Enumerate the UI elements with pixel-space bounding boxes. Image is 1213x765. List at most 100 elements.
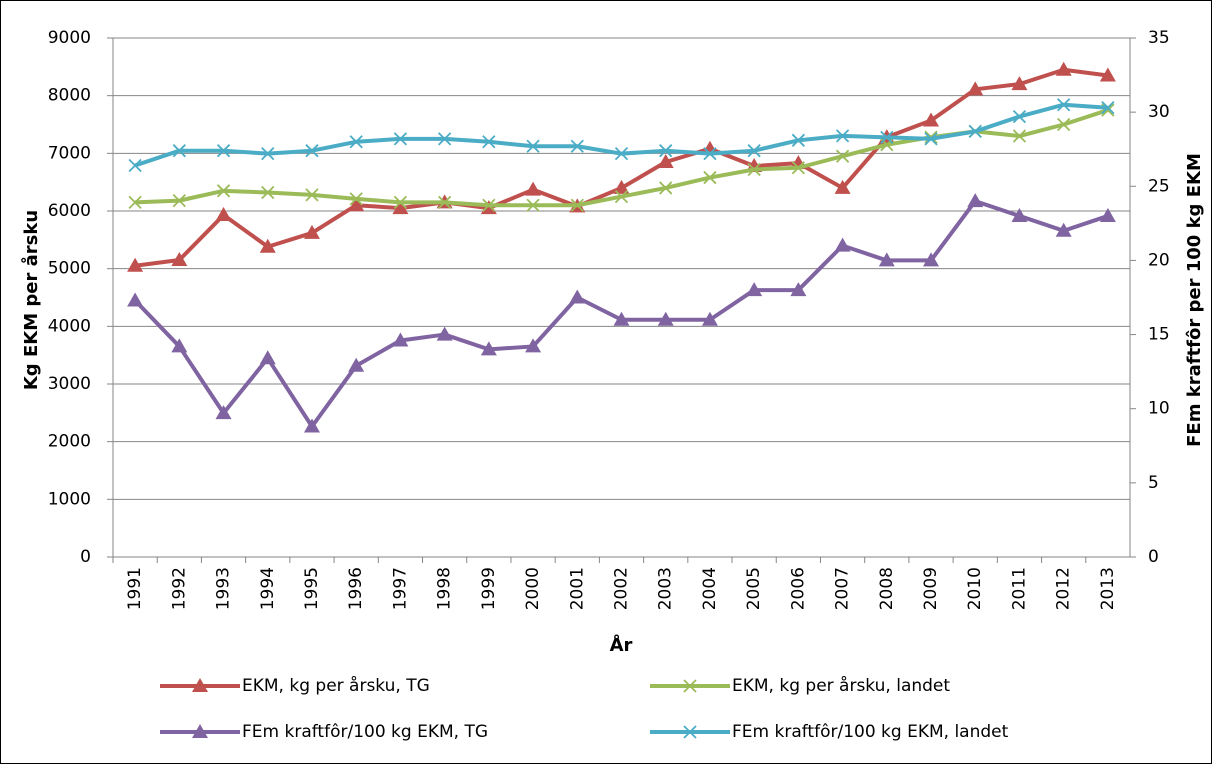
data-point [393, 195, 408, 209]
data-point [171, 252, 188, 267]
data-point [613, 311, 630, 326]
data-point [923, 252, 940, 267]
y2-tick-label: 25 [1148, 176, 1170, 196]
data-point [348, 357, 365, 372]
data-point [261, 185, 275, 200]
data-point [172, 193, 186, 208]
data-point [1057, 98, 1071, 112]
data-point [1099, 207, 1116, 222]
y2-tick-label: 20 [1148, 250, 1170, 270]
data-point [790, 282, 807, 297]
data-point [1101, 101, 1115, 115]
x-tick-label: 2010 [965, 567, 985, 610]
data-point [703, 147, 717, 161]
data-point [834, 179, 851, 194]
data-point [569, 289, 586, 304]
data-point [834, 237, 851, 252]
y-tick-label: 6000 [48, 201, 91, 221]
data-point [747, 162, 761, 177]
data-point [967, 193, 984, 208]
legend-marker [683, 679, 697, 693]
x-tick-label: 2012 [1054, 567, 1074, 610]
data-point [924, 132, 938, 146]
x-tick-label: 2007 [833, 567, 853, 610]
x-tick-label: 2004 [700, 567, 720, 610]
data-point [482, 135, 496, 149]
data-point [1012, 129, 1027, 143]
legend-label: FEm kraftfôr/100 kg EKM, TG [242, 722, 488, 742]
x-tick-label: 1993 [214, 567, 234, 610]
x-axis-title: År [610, 633, 633, 656]
data-point [1057, 117, 1071, 132]
data-point [348, 197, 365, 212]
y-tick-label: 0 [80, 547, 91, 567]
data-point [215, 207, 232, 222]
data-point [701, 311, 718, 326]
y-tick-label: 2000 [48, 432, 91, 452]
data-point [127, 257, 144, 272]
data-point [570, 139, 584, 153]
y2-axis-title: FEm kraftfôr per 100 kg EKM [1184, 153, 1205, 447]
x-tick-label: 2006 [788, 567, 808, 610]
data-point [128, 158, 142, 173]
data-point [923, 112, 940, 127]
data-point [791, 133, 806, 147]
x-tick-label: 1995 [302, 567, 322, 610]
data-point [526, 198, 540, 212]
y2-tick-label: 15 [1148, 325, 1170, 345]
data-point [570, 198, 584, 212]
data-point [392, 332, 409, 347]
y-tick-label: 9000 [48, 28, 91, 48]
x-tick-label: 1991 [125, 567, 145, 610]
data-point [613, 179, 630, 194]
data-point [261, 147, 275, 161]
x-tick-label: 2003 [656, 567, 676, 610]
data-point [1055, 61, 1072, 76]
data-point [216, 184, 231, 198]
data-point [835, 149, 850, 163]
data-point [127, 292, 144, 307]
x-tick-label: 2013 [1098, 567, 1118, 610]
data-point [1012, 109, 1027, 124]
data-point [171, 338, 188, 353]
data-point [525, 338, 542, 353]
legend-marker [683, 725, 697, 739]
data-point [657, 311, 674, 326]
data-point [659, 181, 673, 195]
y-tick-label: 1000 [48, 489, 91, 509]
legend-marker [192, 678, 208, 692]
data-point [305, 144, 319, 158]
data-point [835, 129, 850, 143]
y2-tick-label: 10 [1148, 399, 1170, 419]
y-tick-label: 3000 [48, 374, 91, 394]
y-axis-title: Kg EKM per årsku [20, 210, 42, 390]
x-tick-label: 2008 [877, 567, 897, 610]
y2-tick-label: 5 [1148, 473, 1159, 493]
y2-tick-label: 0 [1148, 547, 1159, 567]
legend-marker [192, 724, 208, 738]
x-tick-label: 2011 [1009, 567, 1029, 610]
data-point [1099, 67, 1116, 82]
x-tick-label: 2000 [523, 567, 543, 610]
legend-label: EKM, kg per årsku, TG [242, 675, 430, 696]
data-point [172, 144, 186, 158]
data-point [259, 350, 276, 365]
data-point [791, 161, 806, 175]
data-point [392, 200, 409, 215]
y-tick-label: 5000 [48, 259, 91, 279]
data-point [1055, 222, 1072, 237]
data-point [128, 195, 142, 209]
data-point [878, 252, 895, 267]
x-tick-label: 2005 [744, 567, 764, 610]
y2-tick-label: 30 [1148, 102, 1170, 122]
data-point [437, 132, 452, 146]
data-point [480, 341, 497, 356]
data-point [614, 189, 629, 204]
data-point [437, 195, 452, 209]
data-point [967, 81, 984, 96]
x-tick-label: 2002 [612, 567, 632, 610]
data-point [657, 153, 674, 168]
data-point [482, 198, 496, 212]
data-point [349, 135, 363, 149]
